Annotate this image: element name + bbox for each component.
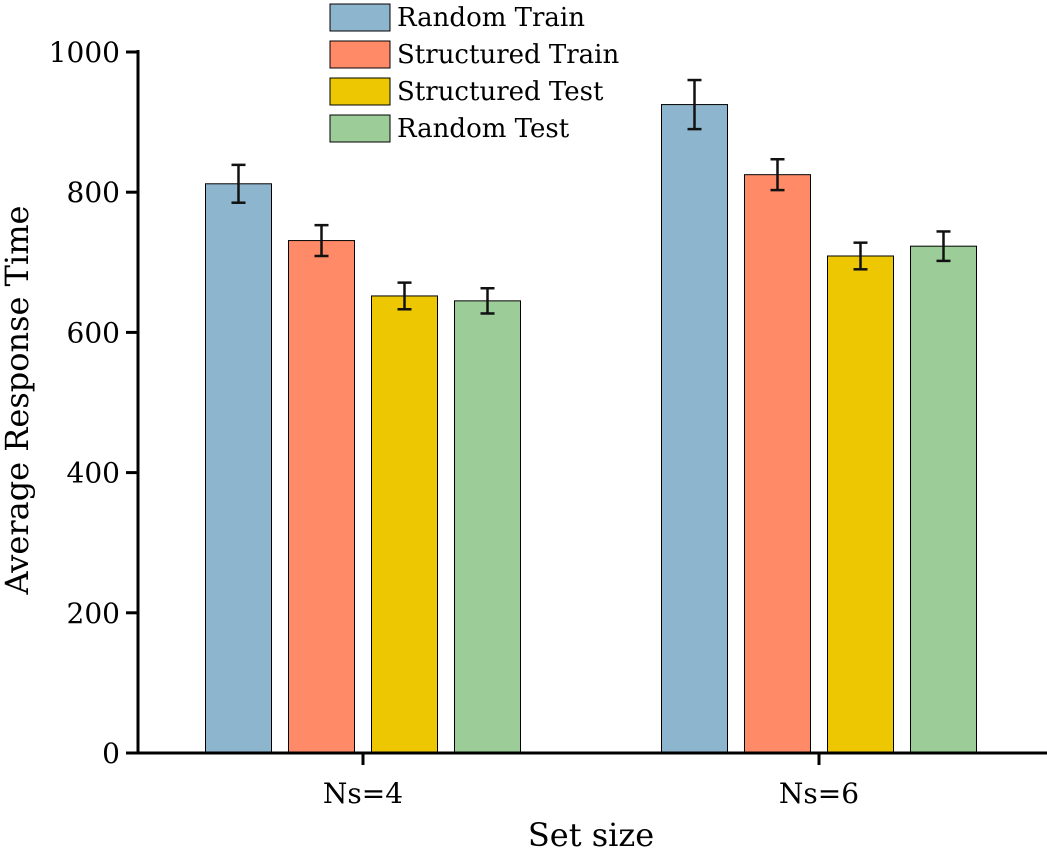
error-bar [480,286,495,315]
legend-label: Structured Test [397,77,604,107]
legend-entry: Random Test [329,114,570,144]
legend-swatch [329,3,391,32]
error-bar [314,223,329,258]
bar-ns6-random-test [910,245,977,754]
x-tick-label: Ns=4 [323,777,403,810]
y-tick-label: 1000 [49,36,120,69]
error-bar [397,281,412,311]
legend: Random Train Structured Train Structured T… [329,3,619,144]
error-bar [687,78,702,131]
tick-labels-layer: 0 200 400 600 800 1000 Ns=4 Ns=6 [49,36,859,810]
error-bar [770,158,785,192]
bar-ns6-structured-test [827,255,894,754]
error-bar [936,230,951,263]
x-axis-title: Set size [528,816,654,852]
x-tick-label: Ns=6 [779,777,859,810]
bar-ns4-random-train [205,183,272,754]
error-bar [231,163,246,204]
y-tick-label: 0 [102,737,120,770]
legend-entry: Structured Test [329,77,604,107]
error-bar [853,241,868,271]
y-tick-label: 400 [67,457,120,490]
legend-entry: Structured Train [329,40,619,70]
legend-swatch [329,40,391,69]
bar-ns6-structured-train [744,174,811,754]
legend-label: Random Test [397,114,570,144]
y-tick-label: 800 [67,176,120,209]
legend-label: Structured Train [397,40,619,70]
bar-ns6-random-train [661,104,728,754]
legend-label: Random Train [397,3,585,33]
legend-swatch [329,114,391,143]
y-tick-label: 600 [67,316,120,349]
bar-ns4-structured-test [371,295,438,754]
axes-layer [126,50,1047,765]
y-tick-label: 200 [67,597,120,630]
legend-swatch [329,77,391,106]
bar-ns4-random-test [454,300,521,754]
bars-layer [205,104,977,754]
legend-entry: Random Train [329,3,585,33]
error-bars-layer [231,78,951,315]
y-axis-title: Average Response Time [0,206,36,596]
bar-ns4-structured-train [288,240,355,754]
